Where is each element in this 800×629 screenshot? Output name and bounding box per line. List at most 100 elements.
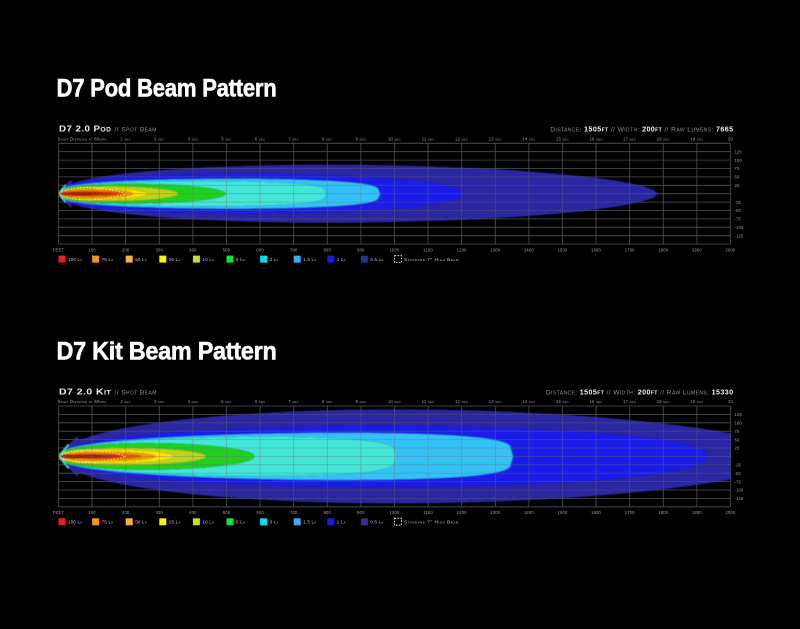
svg-text:1500: 1500	[558, 247, 568, 252]
svg-text:25 Lx: 25 Lx	[169, 520, 181, 525]
svg-text:2000: 2000	[726, 247, 736, 252]
svg-text:12 sec: 12 sec	[455, 137, 469, 142]
svg-text:-50: -50	[735, 208, 742, 213]
svg-text:Distance: 1505ft // Width: 2: Distance: 1505ft // Width: 200ft // Raw …	[546, 388, 734, 396]
svg-text:1700: 1700	[625, 247, 635, 252]
svg-text:Sight Distance at 60mph: Sight Distance at 60mph	[58, 399, 107, 404]
svg-text:900: 900	[357, 247, 365, 252]
svg-text:25: 25	[735, 446, 740, 451]
svg-text:2000: 2000	[726, 510, 736, 515]
svg-text:100: 100	[735, 158, 743, 163]
svg-text:Distance: 1505ft // Width: 2: Distance: 1505ft // Width: 200ft // Raw …	[550, 126, 733, 134]
svg-text:0.5 Lx: 0.5 Lx	[370, 257, 383, 262]
svg-text:700: 700	[290, 247, 298, 252]
svg-text:4 sec: 4 sec	[188, 137, 199, 142]
svg-text:100: 100	[735, 421, 743, 426]
svg-text:FEET: FEET	[53, 247, 65, 252]
svg-text:50: 50	[735, 175, 740, 180]
svg-text:2 sec: 2 sec	[120, 399, 131, 404]
svg-text:1.5 Lx: 1.5 Lx	[303, 257, 316, 262]
svg-text:1900: 1900	[692, 510, 702, 515]
svg-text:14 sec: 14 sec	[522, 137, 536, 142]
svg-text:-100: -100	[735, 488, 745, 493]
svg-text:50 Lx: 50 Lx	[135, 257, 147, 262]
svg-text:75: 75	[735, 166, 740, 171]
svg-text:D7 Kit Beam Pattern: D7 Kit Beam Pattern	[57, 338, 277, 366]
svg-text:6 sec: 6 sec	[255, 399, 266, 404]
svg-text:1300: 1300	[490, 510, 500, 515]
svg-text:25 Lx: 25 Lx	[169, 257, 181, 262]
svg-text:Standard 7″ High Beam: Standard 7″ High Beam	[404, 257, 459, 263]
svg-text:D7 Pod Beam Pattern: D7 Pod Beam Pattern	[57, 75, 277, 103]
svg-text:75 Lx: 75 Lx	[102, 257, 114, 262]
svg-text:1 Lx: 1 Lx	[337, 257, 346, 262]
svg-text:5 sec: 5 sec	[221, 137, 232, 142]
svg-text:D7 2.0 Kit: D7 2.0 Kit	[59, 386, 112, 396]
svg-text:10 sec: 10 sec	[388, 137, 402, 142]
svg-text:8 sec: 8 sec	[322, 399, 333, 404]
svg-text:100 Lx: 100 Lx	[68, 257, 82, 262]
svg-text:-100: -100	[735, 225, 745, 230]
svg-text:18 sec: 18 sec	[657, 137, 671, 142]
svg-text:100: 100	[88, 247, 96, 252]
svg-text:// Spot Beam: // Spot Beam	[115, 389, 157, 396]
svg-text:16 sec: 16 sec	[590, 399, 604, 404]
svg-text:1100: 1100	[423, 510, 433, 515]
svg-text:500: 500	[223, 247, 231, 252]
svg-text:800: 800	[324, 510, 332, 515]
svg-text:18 sec: 18 sec	[657, 399, 671, 404]
svg-text:10 Lx: 10 Lx	[202, 257, 214, 262]
svg-text:50 Lx: 50 Lx	[135, 520, 147, 525]
svg-text:11 sec: 11 sec	[422, 399, 435, 404]
svg-text:Standard 7″ High Beam: Standard 7″ High Beam	[404, 520, 459, 526]
svg-text:3 sec: 3 sec	[154, 399, 165, 404]
svg-text:3 sec: 3 sec	[154, 137, 165, 142]
svg-text:-125: -125	[735, 233, 745, 238]
svg-text:5 Lx: 5 Lx	[236, 520, 245, 525]
svg-text:17 sec: 17 sec	[623, 137, 637, 142]
svg-text:3 Lx: 3 Lx	[270, 520, 279, 525]
svg-text:1500: 1500	[558, 510, 568, 515]
svg-text:1.5 Lx: 1.5 Lx	[303, 520, 316, 525]
svg-text:500: 500	[223, 510, 231, 515]
svg-text:100 Lx: 100 Lx	[68, 520, 82, 525]
svg-text:16 sec: 16 sec	[590, 137, 604, 142]
svg-text:-25: -25	[735, 463, 742, 468]
svg-text:75: 75	[735, 429, 740, 434]
svg-text:25: 25	[735, 183, 740, 188]
svg-text:0.5 Lx: 0.5 Lx	[370, 520, 383, 525]
svg-text:// Spot Beam: // Spot Beam	[115, 127, 157, 134]
svg-text:1300: 1300	[490, 247, 500, 252]
svg-text:8 sec: 8 sec	[322, 137, 333, 142]
svg-text:75 Lx: 75 Lx	[102, 520, 114, 525]
svg-text:1200: 1200	[457, 510, 467, 515]
svg-text:13 sec: 13 sec	[489, 399, 503, 404]
svg-text:9 sec: 9 sec	[356, 137, 367, 142]
svg-text:13 sec: 13 sec	[489, 137, 503, 142]
svg-text:300: 300	[156, 247, 164, 252]
svg-text:17 sec: 17 sec	[623, 399, 637, 404]
svg-text:10 Lx: 10 Lx	[202, 520, 214, 525]
svg-text:20: 20	[728, 137, 733, 142]
svg-text:600: 600	[256, 510, 264, 515]
svg-text:1100: 1100	[423, 247, 433, 252]
svg-text:50: 50	[735, 437, 740, 442]
svg-text:600: 600	[256, 247, 264, 252]
svg-text:10 sec: 10 sec	[388, 399, 402, 404]
svg-text:1200: 1200	[457, 247, 467, 252]
svg-text:1400: 1400	[524, 510, 534, 515]
svg-text:1700: 1700	[625, 510, 635, 515]
svg-text:200: 200	[122, 247, 130, 252]
svg-text:200: 200	[122, 510, 130, 515]
svg-text:-125: -125	[735, 496, 745, 501]
svg-text:400: 400	[189, 247, 197, 252]
svg-text:900: 900	[357, 510, 365, 515]
svg-text:5 Lx: 5 Lx	[236, 257, 245, 262]
svg-text:D7 2.0 Pod: D7 2.0 Pod	[59, 124, 112, 134]
svg-text:7 sec: 7 sec	[288, 137, 299, 142]
svg-text:300: 300	[156, 510, 164, 515]
svg-text:100: 100	[88, 510, 96, 515]
svg-text:19 sec: 19 sec	[690, 137, 704, 142]
svg-text:1600: 1600	[591, 247, 601, 252]
svg-text:FEET: FEET	[53, 510, 65, 515]
